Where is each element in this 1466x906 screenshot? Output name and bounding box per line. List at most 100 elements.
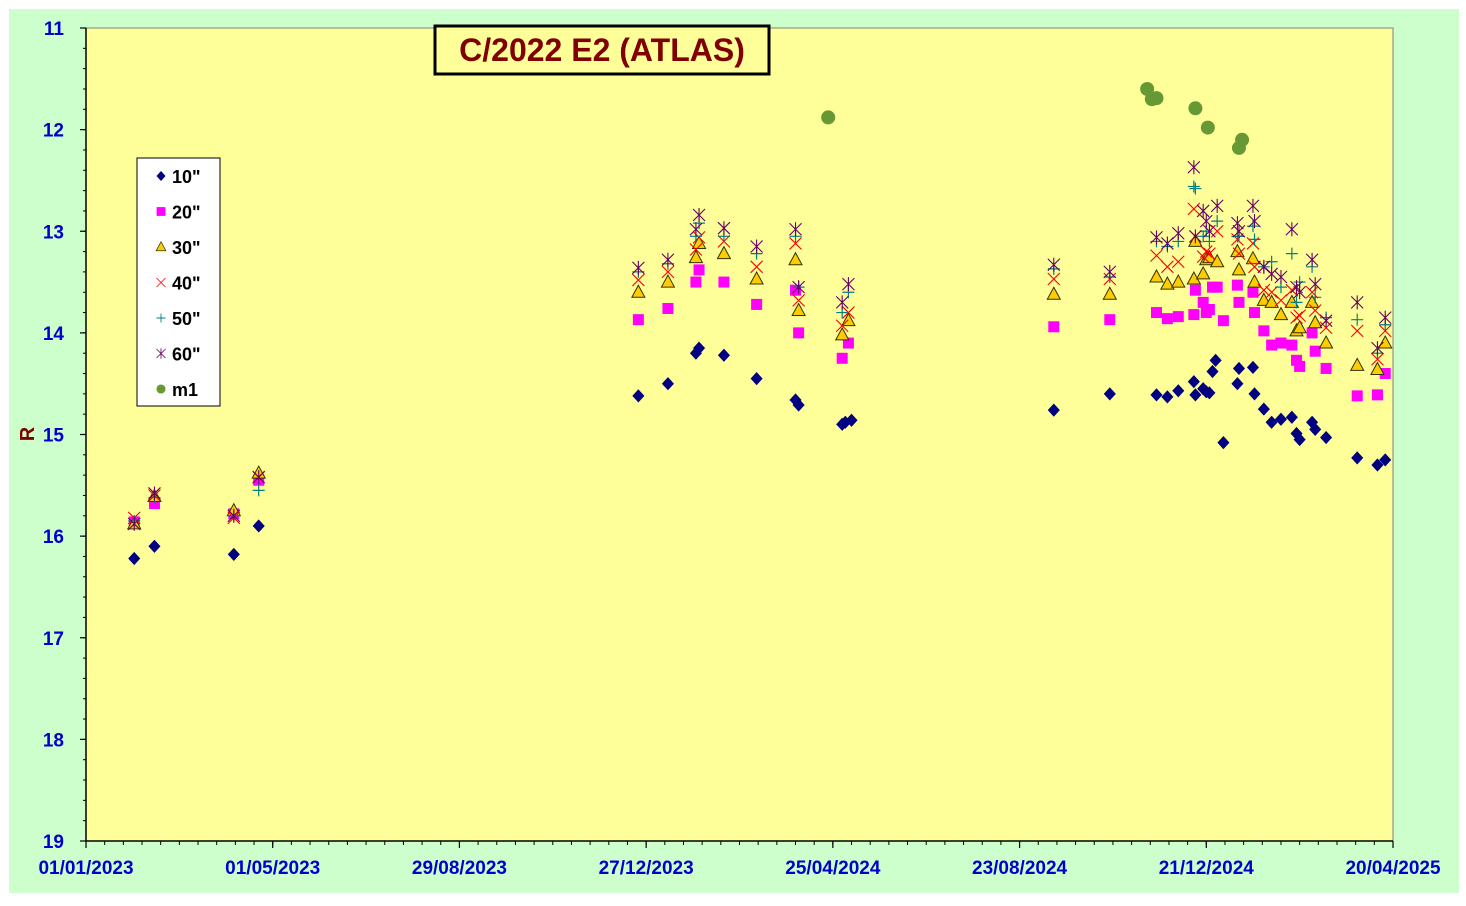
- data-point: [227, 508, 241, 523]
- data-point: [1290, 311, 1303, 325]
- legend-marker: [156, 384, 166, 394]
- data-point: [148, 486, 161, 501]
- y-tick-label: 12: [43, 121, 64, 142]
- data-point: [1266, 339, 1278, 351]
- data-point: [1309, 345, 1321, 357]
- legend-entry: m1: [156, 380, 198, 400]
- data-point: [845, 413, 858, 427]
- data-point: [718, 276, 730, 288]
- data-point: [1187, 375, 1200, 389]
- legend-label: 60": [172, 345, 201, 365]
- legend: 10" 20" 30" 40" 50" 60" m1: [136, 157, 221, 407]
- data-point: [1149, 91, 1164, 106]
- data-point: [1245, 250, 1261, 265]
- data-point: [693, 264, 705, 276]
- legend-label: m1: [172, 380, 198, 400]
- plot-area: [85, 27, 1394, 842]
- data-point: [1172, 384, 1185, 398]
- y-tick-label: 11: [44, 19, 65, 40]
- data-point: [1104, 314, 1116, 326]
- data-point: [821, 110, 836, 125]
- data-point: [717, 348, 730, 362]
- data-point: [1319, 313, 1333, 328]
- data-point: [836, 352, 848, 364]
- data-point: [1318, 334, 1334, 349]
- legend-marker: [155, 240, 167, 252]
- data-point: [1265, 266, 1279, 281]
- data-point: [1246, 360, 1260, 375]
- data-point: [1286, 339, 1298, 351]
- data-point: [1309, 422, 1322, 437]
- data-point: [1285, 410, 1298, 424]
- data-point: [631, 284, 646, 298]
- data-point: [1309, 291, 1322, 304]
- legend-label: 40": [172, 274, 201, 294]
- chart-title-frame: [433, 24, 771, 76]
- x-tick-label: 01/01/2023: [38, 858, 133, 879]
- x-tick-label: 20/04/2025: [1345, 858, 1441, 879]
- data-point: [1187, 180, 1200, 193]
- data-point: [127, 516, 141, 531]
- data-point: [1150, 307, 1162, 319]
- data-point: [1149, 268, 1164, 283]
- data-point: [1351, 313, 1364, 326]
- data-point: [1203, 304, 1215, 316]
- data-point: [252, 484, 265, 497]
- data-point: [1371, 458, 1384, 472]
- data-point: [1160, 276, 1175, 290]
- data-point: [792, 398, 805, 412]
- x-tick-label: 01/05/2023: [225, 858, 320, 879]
- data-point: [1284, 294, 1300, 308]
- data-marks: [126, 81, 1393, 566]
- data-point: [1349, 357, 1365, 371]
- data-point: [1308, 277, 1322, 292]
- data-point: [1189, 182, 1202, 195]
- y-tick-label: 13: [43, 222, 64, 243]
- data-point: [148, 539, 161, 553]
- data-point: [691, 235, 707, 249]
- data-point: [1305, 285, 1319, 299]
- data-point: [1248, 260, 1261, 274]
- data-point: [1371, 389, 1383, 401]
- data-point: [1188, 101, 1203, 116]
- series-2: [126, 233, 1393, 530]
- data-point: [717, 221, 731, 236]
- data-point: [1291, 354, 1303, 366]
- data-point: [1307, 314, 1323, 329]
- x-tick-label: 29/08/2023: [412, 858, 507, 879]
- legend-marker: [156, 171, 166, 181]
- data-point: [750, 260, 764, 274]
- data-point: [1350, 295, 1364, 310]
- data-point: [1171, 226, 1185, 241]
- data-point: [631, 260, 645, 275]
- data-point: [1379, 453, 1392, 467]
- series-6: [821, 81, 1250, 155]
- data-point: [1285, 247, 1298, 260]
- legend-label: 20": [172, 203, 201, 223]
- data-point: [661, 265, 675, 279]
- data-point: [1249, 307, 1261, 319]
- data-point: [1161, 313, 1173, 325]
- y-tick-label: 16: [43, 527, 64, 548]
- data-point: [1150, 388, 1163, 402]
- data-point: [148, 498, 160, 510]
- data-point: [252, 470, 266, 485]
- data-point: [1203, 224, 1216, 239]
- x-tick-label: 27/12/2023: [599, 858, 694, 879]
- data-point: [1150, 230, 1163, 245]
- axes: 11 12 13 14 15 16 17 18 19 01/01/2023 01/05/2023 29…: [38, 19, 1441, 879]
- data-point: [1232, 224, 1246, 239]
- data-point: [1320, 430, 1333, 445]
- data-point: [1203, 386, 1216, 400]
- data-point: [1172, 311, 1184, 323]
- data-point: [1189, 229, 1202, 244]
- data-point: [1350, 324, 1364, 338]
- data-point: [1209, 353, 1222, 367]
- legend-entry: 10": [156, 167, 201, 187]
- data-point: [1206, 364, 1219, 379]
- data-point: [1197, 296, 1209, 308]
- data-point: [1235, 132, 1250, 147]
- data-point: [1274, 269, 1288, 284]
- legend-marker: [156, 277, 166, 288]
